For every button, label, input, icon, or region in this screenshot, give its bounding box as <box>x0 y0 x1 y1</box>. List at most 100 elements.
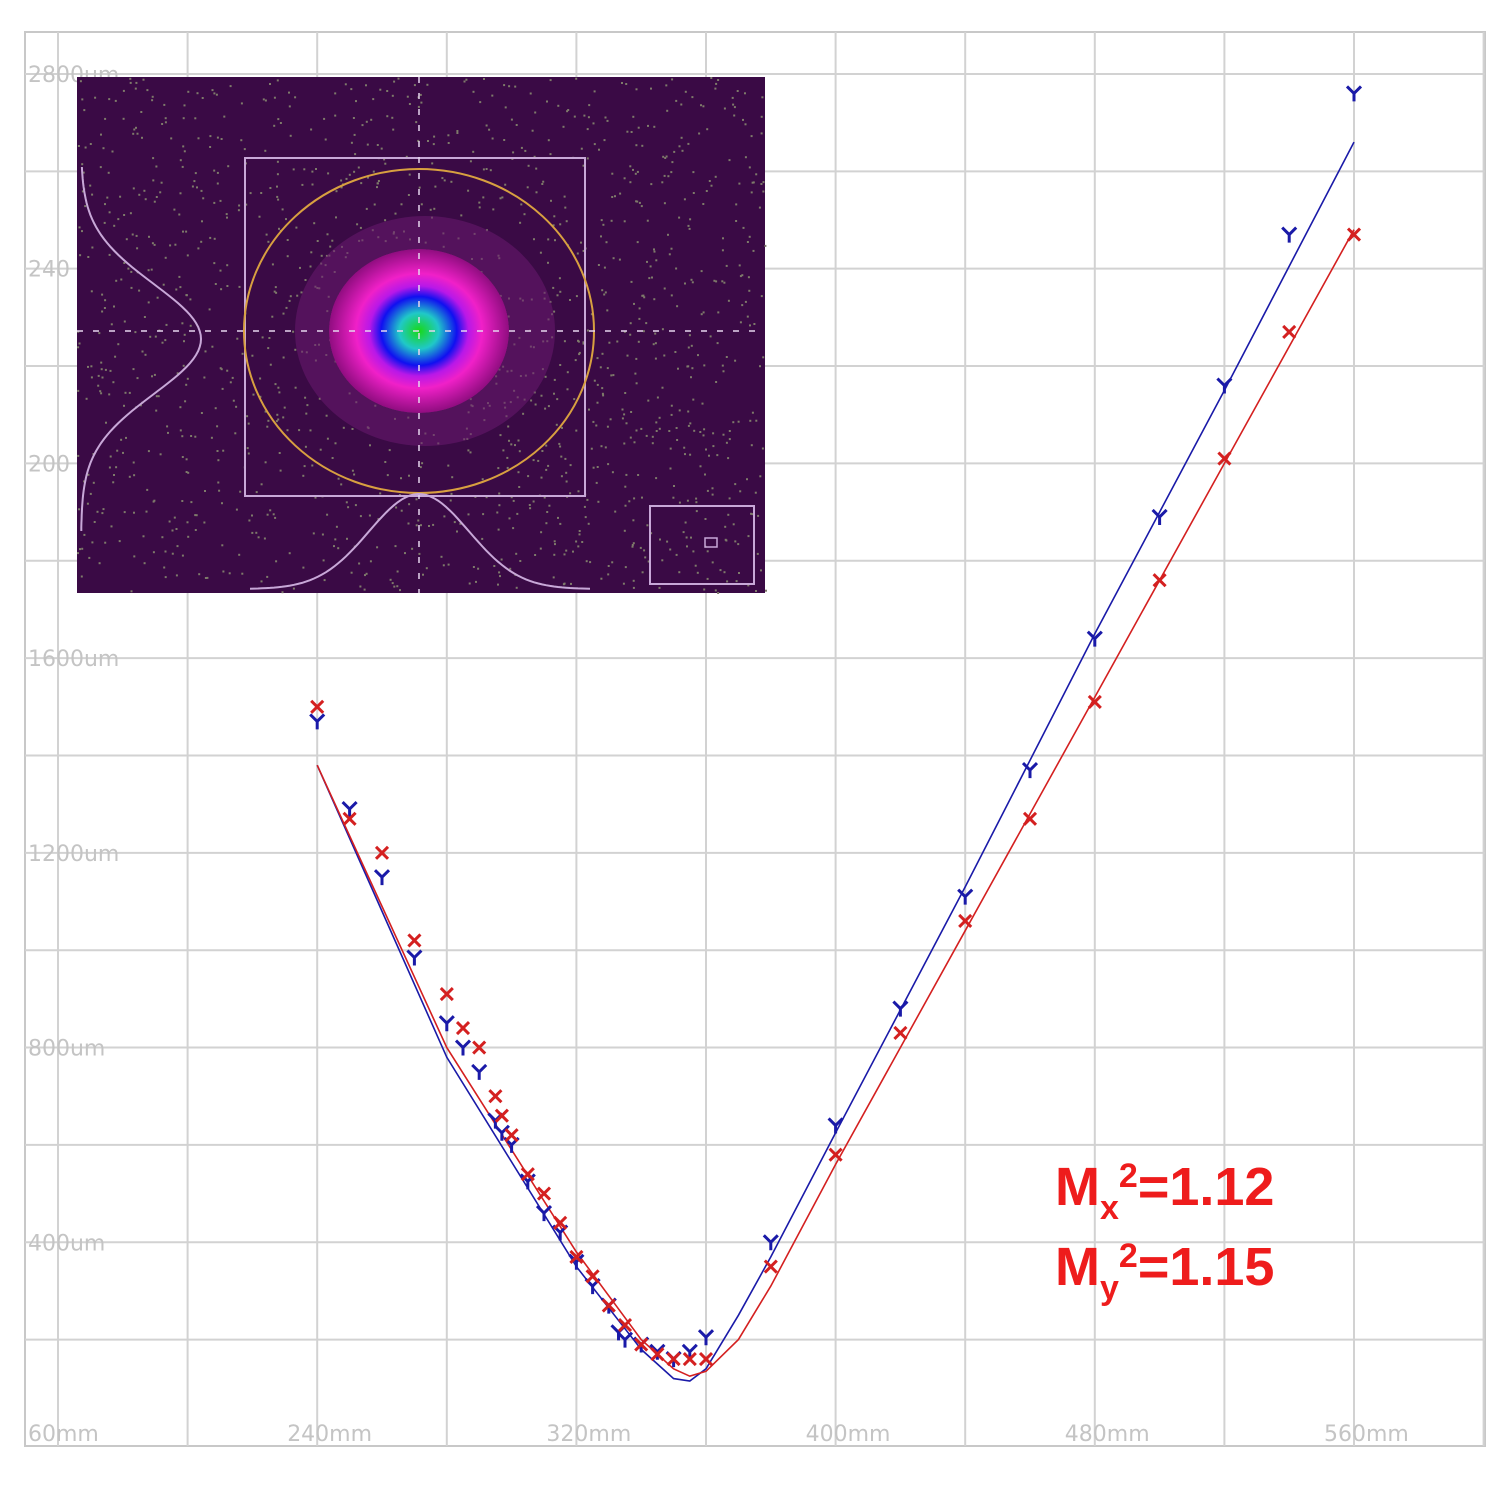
noise-dot <box>587 116 590 119</box>
noise-dot <box>721 249 724 252</box>
noise-dot <box>741 304 744 307</box>
noise-dot <box>326 233 329 236</box>
noise-dot <box>611 172 614 175</box>
noise-dot <box>101 310 104 313</box>
noise-dot <box>693 429 696 432</box>
noise-dot <box>391 116 394 119</box>
noise-dot <box>560 455 563 458</box>
noise-dot <box>105 421 107 424</box>
noise-dot <box>361 124 364 127</box>
axis-tick-labels: 60mm 240mm 320mm 400mm 480mm 560mm 2 800um 240 20… <box>28 63 1409 1447</box>
noise-dot <box>654 357 657 360</box>
noise-dot <box>565 471 568 474</box>
noise-dot <box>372 98 375 101</box>
noise-dot <box>527 475 530 478</box>
noise-dot <box>728 497 731 500</box>
noise-dot <box>512 527 515 530</box>
noise-dot <box>281 208 284 211</box>
noise-dot <box>306 404 309 407</box>
noise-dot <box>417 139 420 142</box>
noise-dot <box>645 322 648 325</box>
data-point-x <box>650 1347 665 1362</box>
marker-stroke <box>827 1117 844 1134</box>
y-tick-label: 1200um <box>28 842 119 867</box>
noise-dot <box>482 168 485 171</box>
data-point-x <box>634 1337 649 1352</box>
noise-dot <box>638 201 641 204</box>
noise-dot <box>737 543 740 546</box>
noise-dot <box>728 159 731 162</box>
noise-dot <box>705 190 708 192</box>
y-tick-label: 200 <box>28 452 70 477</box>
noise-dot <box>104 368 107 371</box>
noise-dot <box>248 519 251 522</box>
noise-dot <box>545 522 548 525</box>
noise-dot <box>419 466 422 469</box>
noise-dot <box>400 509 403 512</box>
noise-dot <box>516 512 519 515</box>
noise-dot <box>91 246 94 249</box>
noise-dot <box>643 549 646 552</box>
noise-dot <box>689 422 692 425</box>
noise-dot <box>611 471 614 474</box>
noise-dot <box>681 149 684 152</box>
noise-dot <box>761 447 764 450</box>
noise-dot <box>606 309 609 312</box>
noise-dot <box>717 79 720 81</box>
noise-dot <box>415 498 418 501</box>
noise-dot <box>419 93 422 96</box>
marker-stroke <box>957 888 974 905</box>
noise-dot <box>179 406 182 409</box>
noise-dot <box>632 586 635 589</box>
noise-dot <box>635 357 638 360</box>
noise-dot <box>512 499 515 502</box>
noise-dot <box>582 249 585 252</box>
noise-dot <box>132 187 135 190</box>
noise-dot <box>576 252 579 255</box>
noise-dot <box>99 390 102 393</box>
noise-dot <box>190 501 193 504</box>
noise-dot <box>704 473 706 476</box>
noise-dot <box>646 260 648 263</box>
noise-dot <box>708 180 711 182</box>
noise-dot <box>742 118 744 121</box>
noise-dot <box>664 157 667 159</box>
noise-dot <box>113 224 116 227</box>
noise-dot <box>447 134 450 137</box>
noise-dot <box>104 203 106 206</box>
noise-dot <box>213 201 216 204</box>
noise-dot <box>389 578 392 581</box>
noise-dot <box>547 238 550 241</box>
noise-dot <box>266 513 269 516</box>
marker-stroke <box>762 1234 779 1251</box>
noise-dot <box>443 179 446 182</box>
noise-dot <box>699 431 702 433</box>
noise-dot <box>647 399 650 402</box>
noise-dot <box>100 368 103 371</box>
noise-dot <box>604 116 607 119</box>
noise-dot <box>151 99 154 102</box>
noise-dot <box>604 446 607 449</box>
noise-dot <box>276 173 279 176</box>
noise-dot <box>393 80 396 83</box>
noise-dot <box>593 90 596 93</box>
marker-stroke <box>1152 573 1167 588</box>
noise-dot <box>365 84 367 87</box>
noise-dot <box>386 90 389 92</box>
noise-dot <box>340 179 343 182</box>
noise-dot <box>641 571 644 574</box>
noise-dot <box>744 156 747 159</box>
noise-dot <box>541 450 544 452</box>
noise-dot <box>737 420 740 423</box>
noise-dot <box>388 449 391 452</box>
noise-dot <box>383 158 386 161</box>
marker-stroke <box>1217 451 1232 466</box>
noise-dot <box>713 279 716 282</box>
m2-value: =1.15 <box>1138 1237 1275 1297</box>
noise-dot <box>132 368 135 371</box>
noise-dot <box>238 204 241 207</box>
noise-dot <box>278 452 281 454</box>
data-point-x <box>763 1259 778 1274</box>
noise-dot <box>154 335 157 338</box>
noise-dot <box>365 120 368 123</box>
